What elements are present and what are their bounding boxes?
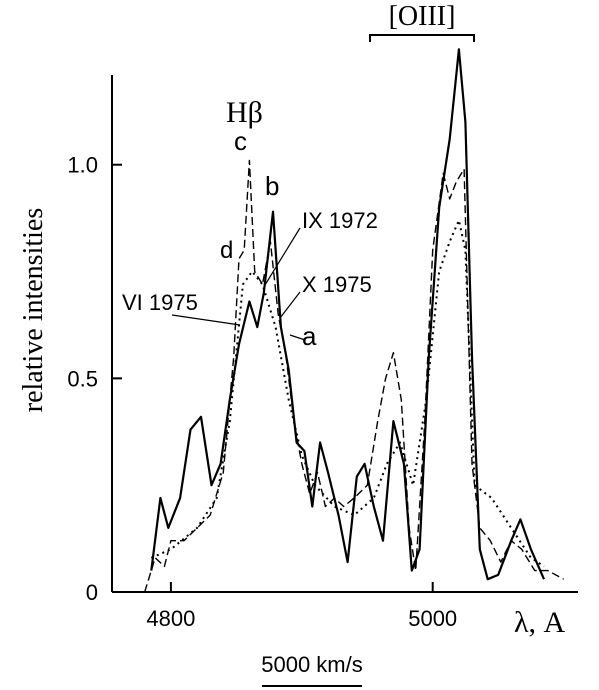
y-axis-label: relative intensities — [18, 208, 49, 413]
annotation: VI 1975 — [122, 290, 198, 315]
annotation: a — [302, 321, 317, 351]
leader — [279, 291, 301, 319]
scale-bar-label: 5000 km/s — [261, 652, 363, 677]
y-tick-label: 0.5 — [67, 366, 98, 391]
annotation: c — [234, 126, 247, 156]
y-tick-label: 1.0 — [67, 153, 98, 178]
x-tick-label: 4800 — [146, 606, 195, 631]
leader — [289, 334, 306, 341]
annotation: X 1975 — [302, 272, 372, 297]
y-tick-label: 0 — [86, 580, 98, 605]
annotation: IX 1972 — [302, 208, 378, 233]
x-axis-label: λ, A — [514, 606, 566, 639]
spectrum-line — [144, 159, 564, 593]
spectrum-line — [150, 48, 546, 581]
annotation: b — [265, 171, 279, 201]
bracket-label: [OIII] — [389, 1, 456, 32]
bracket — [369, 34, 475, 42]
leaders — [171, 227, 306, 341]
annotation: d — [220, 237, 233, 264]
leader — [264, 227, 301, 286]
line-title: Hβ — [226, 96, 263, 129]
leader — [171, 314, 241, 326]
x-tick-label: 5000 — [408, 606, 457, 631]
